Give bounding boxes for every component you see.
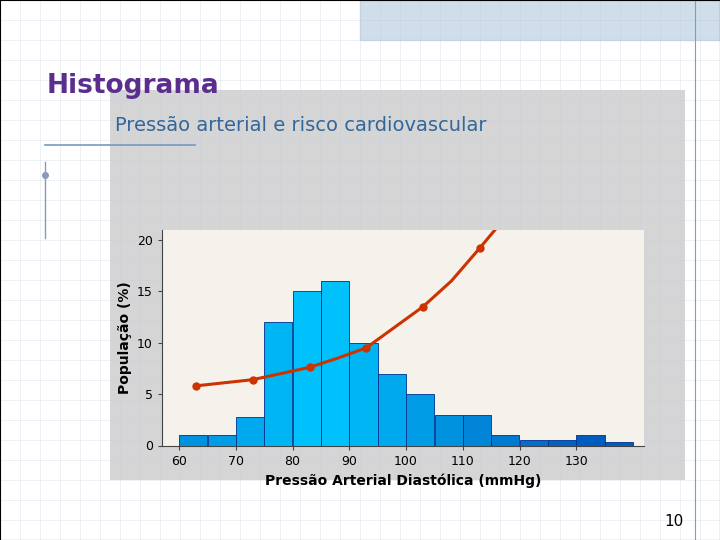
Text: Pressão arterial e risco cardiovascular: Pressão arterial e risco cardiovascular — [115, 116, 487, 135]
Bar — [236, 417, 264, 445]
Bar — [264, 322, 292, 446]
Bar — [321, 281, 349, 446]
Bar — [577, 435, 605, 445]
Bar — [605, 442, 633, 446]
Bar — [548, 440, 576, 445]
Bar — [378, 374, 406, 445]
Bar — [520, 440, 548, 445]
Bar — [207, 435, 235, 445]
Bar — [179, 435, 207, 445]
Bar — [110, 90, 685, 480]
Bar — [463, 415, 491, 446]
Bar — [406, 394, 434, 446]
Y-axis label: População (%): População (%) — [117, 281, 132, 394]
X-axis label: Pressão Arterial Diastólica (mmHg): Pressão Arterial Diastólica (mmHg) — [265, 473, 541, 488]
Bar — [435, 415, 463, 446]
Bar — [292, 291, 321, 446]
Text: Histograma: Histograma — [47, 73, 220, 99]
Text: 10: 10 — [665, 514, 684, 529]
Bar — [491, 435, 519, 445]
Bar — [349, 343, 377, 445]
